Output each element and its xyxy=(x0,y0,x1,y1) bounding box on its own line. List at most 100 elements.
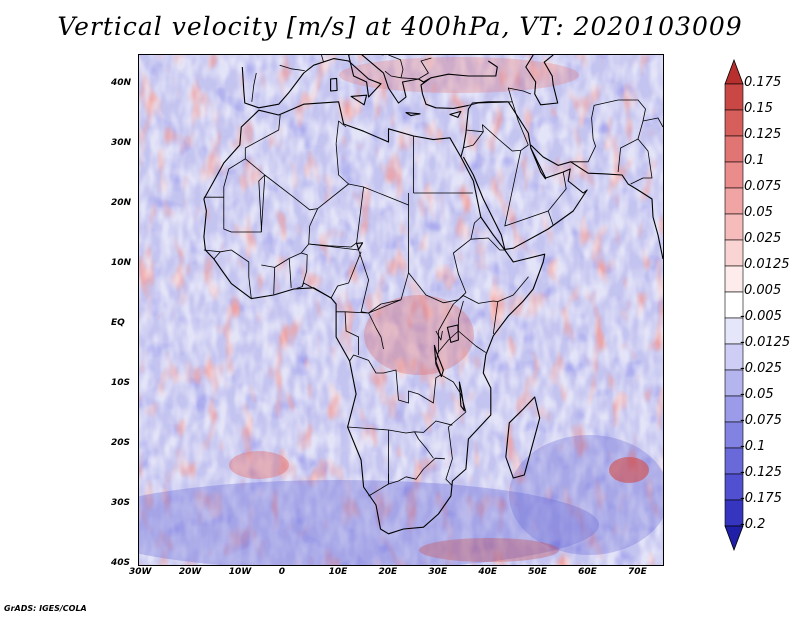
lon-tick-label: 30E xyxy=(428,567,448,577)
lon-tick-label: 60E xyxy=(578,567,597,577)
lat-tick-label: 10N xyxy=(111,258,132,268)
lat-tick-label: 40N xyxy=(111,78,132,88)
border-segment-7 xyxy=(356,186,409,314)
border-me-7 xyxy=(507,87,531,102)
colorbar-label: -0.075 xyxy=(740,413,782,428)
border-segment-20 xyxy=(231,249,252,299)
lat-tick-label: 10S xyxy=(111,378,131,388)
colorbar-label: 0.175 xyxy=(744,75,782,90)
border-segment-21 xyxy=(273,267,276,295)
colorbar-label: -0.05 xyxy=(740,387,774,402)
border-segment-31 xyxy=(260,174,266,233)
border-segment-23 xyxy=(296,252,308,289)
colorbar-label: -0.2 xyxy=(740,517,766,532)
border-segment-36 xyxy=(458,330,487,353)
border-segment-11 xyxy=(453,295,499,335)
colorbar-label: -0.025 xyxy=(740,361,782,376)
colorbar-swatch xyxy=(724,213,744,241)
sardinia-coastline xyxy=(330,77,338,92)
colorbar xyxy=(724,58,744,552)
border-segment-13 xyxy=(435,303,467,487)
lat-tick-label: 30N xyxy=(111,138,132,148)
border-segment-30 xyxy=(308,208,319,245)
colorbar-label: 0.05 xyxy=(744,205,773,220)
border-segment-33 xyxy=(213,251,221,260)
crete-coastline xyxy=(405,112,421,117)
border-me-1 xyxy=(482,124,529,152)
colorbar-label: 0.15 xyxy=(744,101,773,116)
lon-tick-label: 10W xyxy=(228,567,252,577)
colorbar-label: 0.025 xyxy=(744,231,782,246)
border-segment-27 xyxy=(344,311,359,355)
border-segment-12 xyxy=(497,276,529,302)
colorbar-swatch xyxy=(724,239,744,267)
border-me-10 xyxy=(630,138,653,185)
border-segment-2 xyxy=(203,174,266,233)
lon-tick-label: 30W xyxy=(129,567,152,577)
border-segment-4 xyxy=(335,143,349,185)
colorbar-swatch xyxy=(724,135,744,163)
border-me-6 xyxy=(511,101,529,146)
colorbar-top-arrow xyxy=(724,58,744,85)
southwest-corner-red xyxy=(419,538,559,562)
colorbar-swatch xyxy=(724,161,744,189)
border-segment-34 xyxy=(435,330,443,341)
lake-malawi-outline xyxy=(458,381,465,412)
madagascar-coastline xyxy=(505,396,541,479)
lon-tick-label: 40E xyxy=(478,567,498,577)
colorbar-label: -0.0125 xyxy=(740,335,791,350)
cyprus-coastline xyxy=(449,110,462,118)
colorbar-label: -0.125 xyxy=(740,465,782,480)
asia-coastline xyxy=(530,144,663,260)
colorbar-label: -0.1 xyxy=(740,439,766,454)
country-borders xyxy=(203,55,663,497)
lon-tick-label: 50E xyxy=(528,567,547,577)
map-plot-area xyxy=(138,54,664,566)
border-segment-16 xyxy=(388,430,445,485)
arabia-coastline xyxy=(460,101,588,250)
border-me-13 xyxy=(388,55,404,78)
border-me-17 xyxy=(251,72,257,102)
map-canvas xyxy=(139,55,663,565)
border-segment-29 xyxy=(308,243,359,251)
black-sea-coastline xyxy=(430,60,498,79)
lat-tick-label: 20N xyxy=(111,198,132,208)
lat-tick-label: 30S xyxy=(111,498,131,508)
border-segment-24 xyxy=(301,282,332,299)
grads-credit: GrADS: IGES/COLA xyxy=(4,604,87,613)
colorbar-label: 0.1 xyxy=(744,153,765,168)
lon-tick-label: 20E xyxy=(378,567,398,577)
border-me-12 xyxy=(384,70,419,80)
gulf-coastline xyxy=(530,147,547,180)
colorbar-swatch xyxy=(724,83,744,111)
sicily-coastline xyxy=(350,94,368,106)
border-segment-8 xyxy=(408,216,482,304)
indian-ocean-blue xyxy=(509,435,663,555)
lon-tick-label: 0 xyxy=(278,567,285,577)
lake-victoria-outline xyxy=(446,324,459,343)
border-segment-0 xyxy=(245,158,409,211)
border-me-3 xyxy=(462,131,484,149)
border-segment-9 xyxy=(368,299,402,314)
border-segment-22 xyxy=(288,258,292,288)
border-me-0 xyxy=(468,101,513,106)
caspian-coastline xyxy=(525,55,559,106)
map-title: Vertical velocity [m/s] at 400hPa, VT: 2… xyxy=(57,12,743,41)
colorbar-label: 0.005 xyxy=(744,283,782,298)
colorbar-label: -0.175 xyxy=(740,491,782,506)
border-me-16 xyxy=(279,64,305,71)
border-me-9 xyxy=(642,117,663,128)
southern-ocean-blue xyxy=(139,480,599,565)
lon-tick-label: 20W xyxy=(178,567,202,577)
colorbar-label: -0.005 xyxy=(740,309,782,324)
colorbar-label: 0.0125 xyxy=(744,257,790,272)
colorbar-label: 0.125 xyxy=(744,127,782,142)
border-segment-14 xyxy=(349,354,442,404)
border-me-5 xyxy=(547,210,554,226)
lat-tick-label: 20S xyxy=(111,438,131,448)
colorbar-bottom-arrow xyxy=(724,525,744,552)
colorbar-swatch xyxy=(724,109,744,137)
border-segment-17 xyxy=(368,473,389,497)
cyclone-red xyxy=(609,457,649,483)
border-segment-3 xyxy=(335,120,347,144)
